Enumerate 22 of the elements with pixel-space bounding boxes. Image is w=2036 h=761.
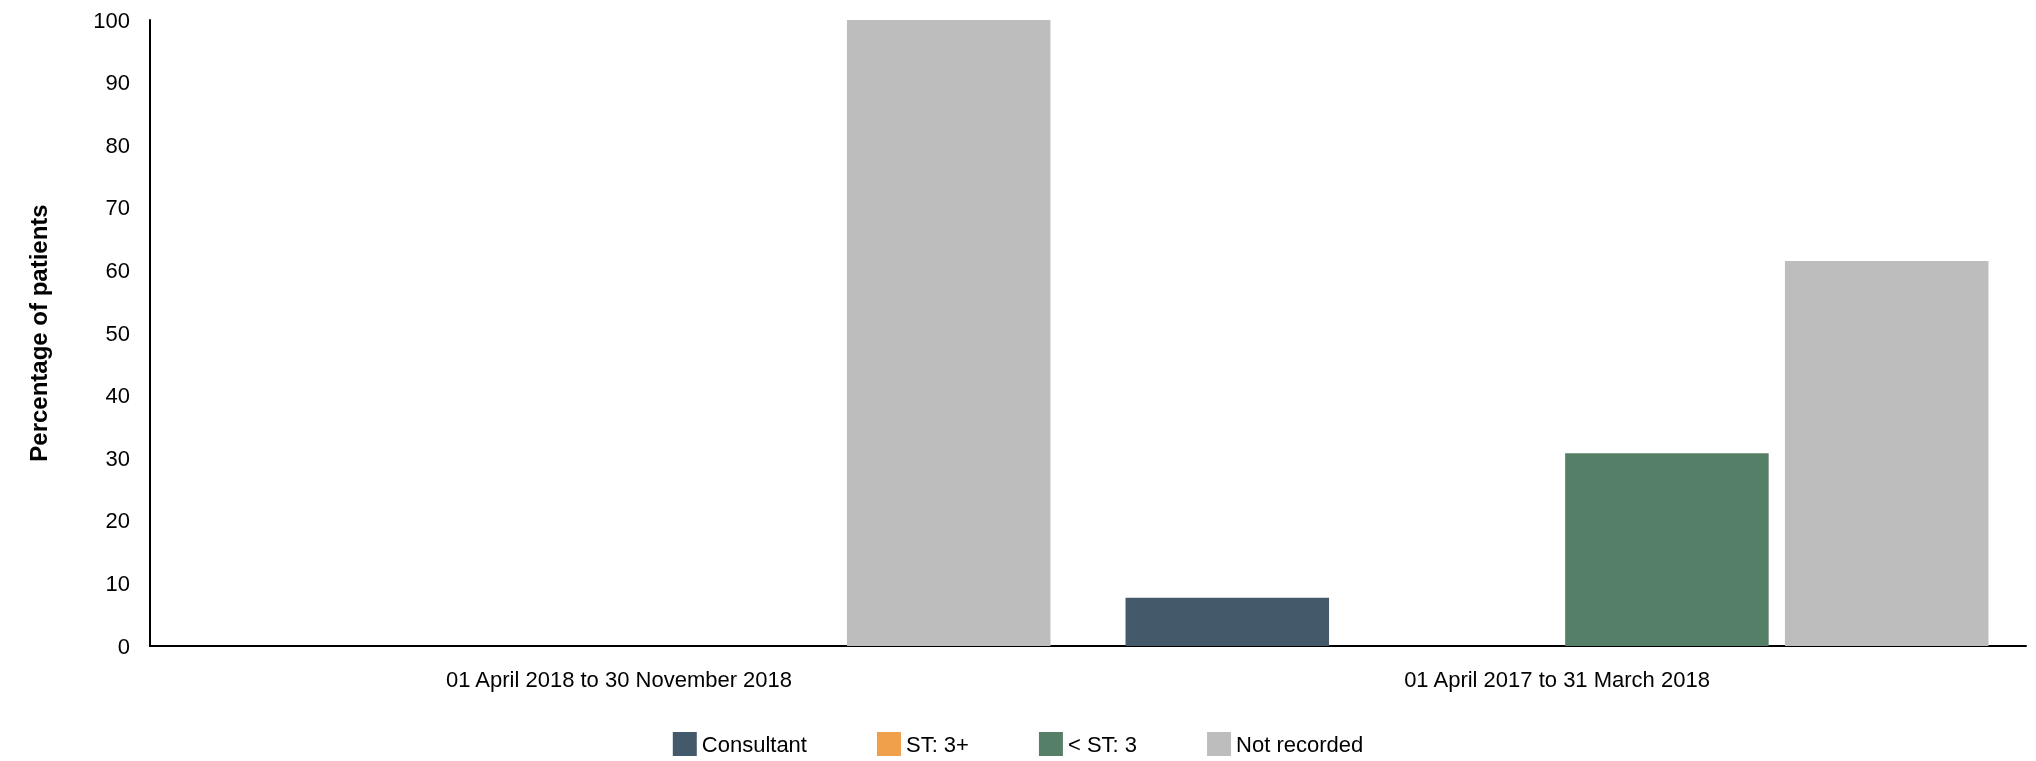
y-tick-label: 60 xyxy=(105,257,130,283)
bar xyxy=(846,20,1051,646)
x-tick-label: 01 April 2018 to 30 November 2018 xyxy=(445,666,793,692)
y-tick-label: 70 xyxy=(105,195,130,221)
bar xyxy=(1784,261,1989,646)
y-tick-label: 50 xyxy=(105,320,130,346)
legend-label: ST: 3+ xyxy=(905,731,969,757)
y-tick-label: 40 xyxy=(105,383,130,409)
y-axis-title: Percentage of patients xyxy=(24,204,52,462)
y-tick-label: 20 xyxy=(105,508,130,534)
bar xyxy=(1565,453,1769,646)
y-tick-label: 80 xyxy=(105,132,130,158)
x-tick-label: 01 April 2017 to 31 March 2018 xyxy=(1404,666,1710,692)
y-tick-label: 0 xyxy=(117,633,130,659)
y-tick-label: 90 xyxy=(105,70,130,96)
y-tick-label: 30 xyxy=(105,445,130,471)
y-tick-label: 100 xyxy=(93,7,130,33)
y-tick-label: 10 xyxy=(105,570,130,596)
legend-label: Not recorded xyxy=(1236,731,1364,757)
legend-label: < ST: 3 xyxy=(1067,731,1138,757)
bar xyxy=(1125,597,1330,646)
legend-label: Consultant xyxy=(701,731,807,757)
